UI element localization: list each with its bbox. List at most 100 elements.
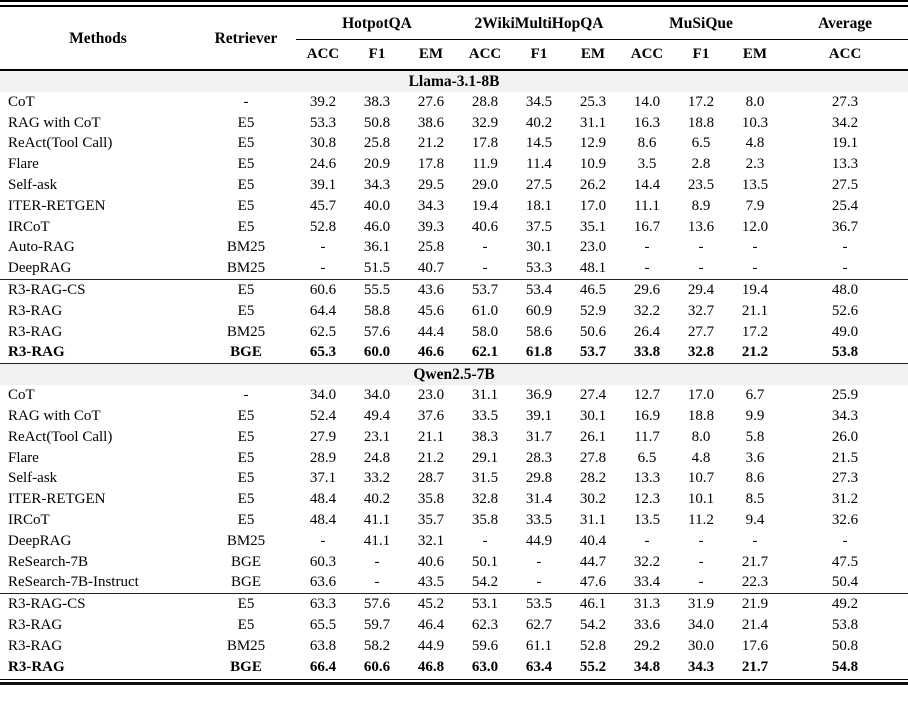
- method-cell: ReAct(Tool Call): [8, 428, 113, 445]
- col-header-methods: Methods: [69, 29, 127, 47]
- table-row: R3-RAG E5 64.4 58.8 45.6 61.0 60.9 52.9 32.2 32.7…: [0, 301, 908, 322]
- metric-cell: 32.8: [471, 491, 499, 508]
- metric-header: ACC: [630, 46, 664, 62]
- retriever-cell: E5: [237, 470, 255, 487]
- metric-cell: -: [644, 532, 650, 549]
- retriever-cell: -: [243, 93, 249, 110]
- metric-cell: 34.0: [363, 387, 391, 404]
- metric-cell: 16.9: [633, 408, 661, 425]
- metric-cell: 28.7: [417, 470, 445, 487]
- metric-cell: -: [698, 532, 704, 549]
- metric-cell: 3.5: [637, 156, 657, 173]
- method-cell: R3-RAG-CS: [8, 596, 86, 613]
- metric-cell: 4.8: [691, 449, 711, 466]
- metric-cell: 27.9: [309, 428, 337, 445]
- metric-cell: 35.8: [417, 491, 445, 508]
- metric-cell: 31.1: [579, 512, 607, 529]
- section-title: Qwen2.5-7B: [0, 364, 908, 386]
- metric-cell: -: [842, 260, 848, 277]
- metric-cell: 41.1: [363, 512, 391, 529]
- metric-cell: -: [536, 553, 542, 570]
- metric-cell: 10.7: [687, 470, 715, 487]
- metric-header: F1: [530, 46, 548, 62]
- metric-cell: 47.5: [831, 553, 859, 570]
- method-cell: Self-ask: [8, 177, 58, 194]
- metric-cell: 3.6: [745, 449, 765, 466]
- metric-cell: 58.8: [363, 302, 391, 319]
- metric-cell: 62.7: [525, 617, 553, 634]
- metric-cell: 25.8: [417, 239, 445, 256]
- col-header-retriever: Retriever: [214, 29, 278, 47]
- dataset-group-header: HotpotQA: [296, 8, 458, 40]
- retriever-cell: -: [243, 387, 249, 404]
- metric-cell: 34.3: [363, 177, 391, 194]
- metric-cell: 54.2: [471, 574, 499, 591]
- metric-cell: 52.9: [579, 302, 607, 319]
- metric-cell: 26.0: [831, 428, 859, 445]
- method-cell: ITER-RETGEN: [8, 197, 106, 214]
- table-bottom-rule: [0, 678, 908, 685]
- metric-cell: 16.3: [633, 114, 661, 131]
- metric-cell: 7.9: [745, 197, 765, 214]
- metric-cell: 66.4: [309, 658, 337, 675]
- metric-cell: 34.3: [687, 658, 715, 675]
- metric-cell: 53.8: [831, 344, 859, 361]
- metric-cell: 12.0: [741, 218, 769, 235]
- table-row: Flare E5 28.9 24.8 21.2 29.1 28.3 27.8 6.5 4.8 3.6…: [0, 448, 908, 469]
- metric-cell: 12.9: [579, 135, 607, 152]
- metric-cell: 6.5: [691, 135, 711, 152]
- table-row: DeepRAG BM25 - 51.5 40.7 - 53.3 48.1 - - - -: [0, 258, 908, 279]
- retriever-cell: E5: [237, 197, 255, 214]
- metric-cell: 43.6: [417, 282, 445, 299]
- metric-cell: 10.1: [687, 491, 715, 508]
- table-row: ReSearch-7B BGE 60.3 - 40.6 50.1 - 44.7 32.2 - 21.…: [0, 552, 908, 573]
- metric-cell: 39.3: [417, 218, 445, 235]
- metric-cell: 21.9: [741, 596, 769, 613]
- metric-cell: 21.7: [741, 553, 769, 570]
- metric-cell: 37.6: [417, 408, 445, 425]
- metric-cell: 20.9: [363, 156, 391, 173]
- metric-cell: -: [752, 260, 758, 277]
- metric-cell: 33.8: [633, 344, 661, 361]
- metric-cell: 48.1: [579, 260, 607, 277]
- metric-cell: -: [698, 260, 704, 277]
- method-cell: IRCoT: [8, 218, 50, 235]
- metric-cell: 48.0: [831, 282, 859, 299]
- metric-cell: 60.0: [363, 344, 391, 361]
- results-table: Methods Retriever HotpotQA 2WikiMultiHopQA M…: [0, 8, 908, 678]
- metric-cell: 14.4: [633, 177, 661, 194]
- retriever-cell: E5: [237, 218, 255, 235]
- method-cell: ReAct(Tool Call): [8, 135, 113, 152]
- metric-cell: 33.5: [471, 408, 499, 425]
- metric-cell: 35.8: [471, 512, 499, 529]
- metric-cell: 40.4: [579, 532, 607, 549]
- table-row: Flare E5 24.6 20.9 17.8 11.9 11.4 10.9 3.5 2.8 2.3…: [0, 154, 908, 175]
- retriever-cell: E5: [237, 282, 255, 299]
- metric-cell: 65.3: [309, 344, 337, 361]
- retriever-cell: BM25: [226, 260, 266, 277]
- metric-cell: 2.8: [691, 156, 711, 173]
- method-cell: R3-RAG: [8, 323, 63, 340]
- metric-cell: 26.1: [579, 428, 607, 445]
- metric-cell: 17.2: [741, 323, 769, 340]
- metric-cell: 60.6: [309, 282, 337, 299]
- metric-cell: 31.5: [471, 470, 499, 487]
- metric-cell: 50.8: [831, 637, 859, 654]
- retriever-cell: BGE: [231, 574, 261, 591]
- metric-cell: 9.4: [745, 512, 765, 529]
- method-cell: ITER-RETGEN: [8, 491, 106, 508]
- table-row: IRCoT E5 48.4 41.1 35.7 35.8 33.5 31.1 13.5 11.2 9…: [0, 510, 908, 531]
- table-row: R3-RAG BM25 63.8 58.2 44.9 59.6 61.1 52.8 29.2 30…: [0, 636, 908, 657]
- metric-cell: 38.6: [417, 114, 445, 131]
- method-cell: Flare: [8, 449, 39, 466]
- metric-cell: 33.5: [525, 512, 553, 529]
- metric-cell: 60.6: [363, 658, 391, 675]
- table-row: CoT - 39.2 38.3 27.6 28.8 34.5 25.3 14.0 17.2 8.0 2…: [0, 92, 908, 113]
- metric-cell: -: [752, 239, 758, 256]
- metric-cell: 4.8: [745, 135, 765, 152]
- metric-cell: 30.2: [579, 491, 607, 508]
- method-cell: R3-RAG: [8, 637, 63, 654]
- metric-cell: 36.1: [363, 239, 391, 256]
- metric-cell: 17.8: [471, 135, 499, 152]
- retriever-cell: E5: [237, 135, 255, 152]
